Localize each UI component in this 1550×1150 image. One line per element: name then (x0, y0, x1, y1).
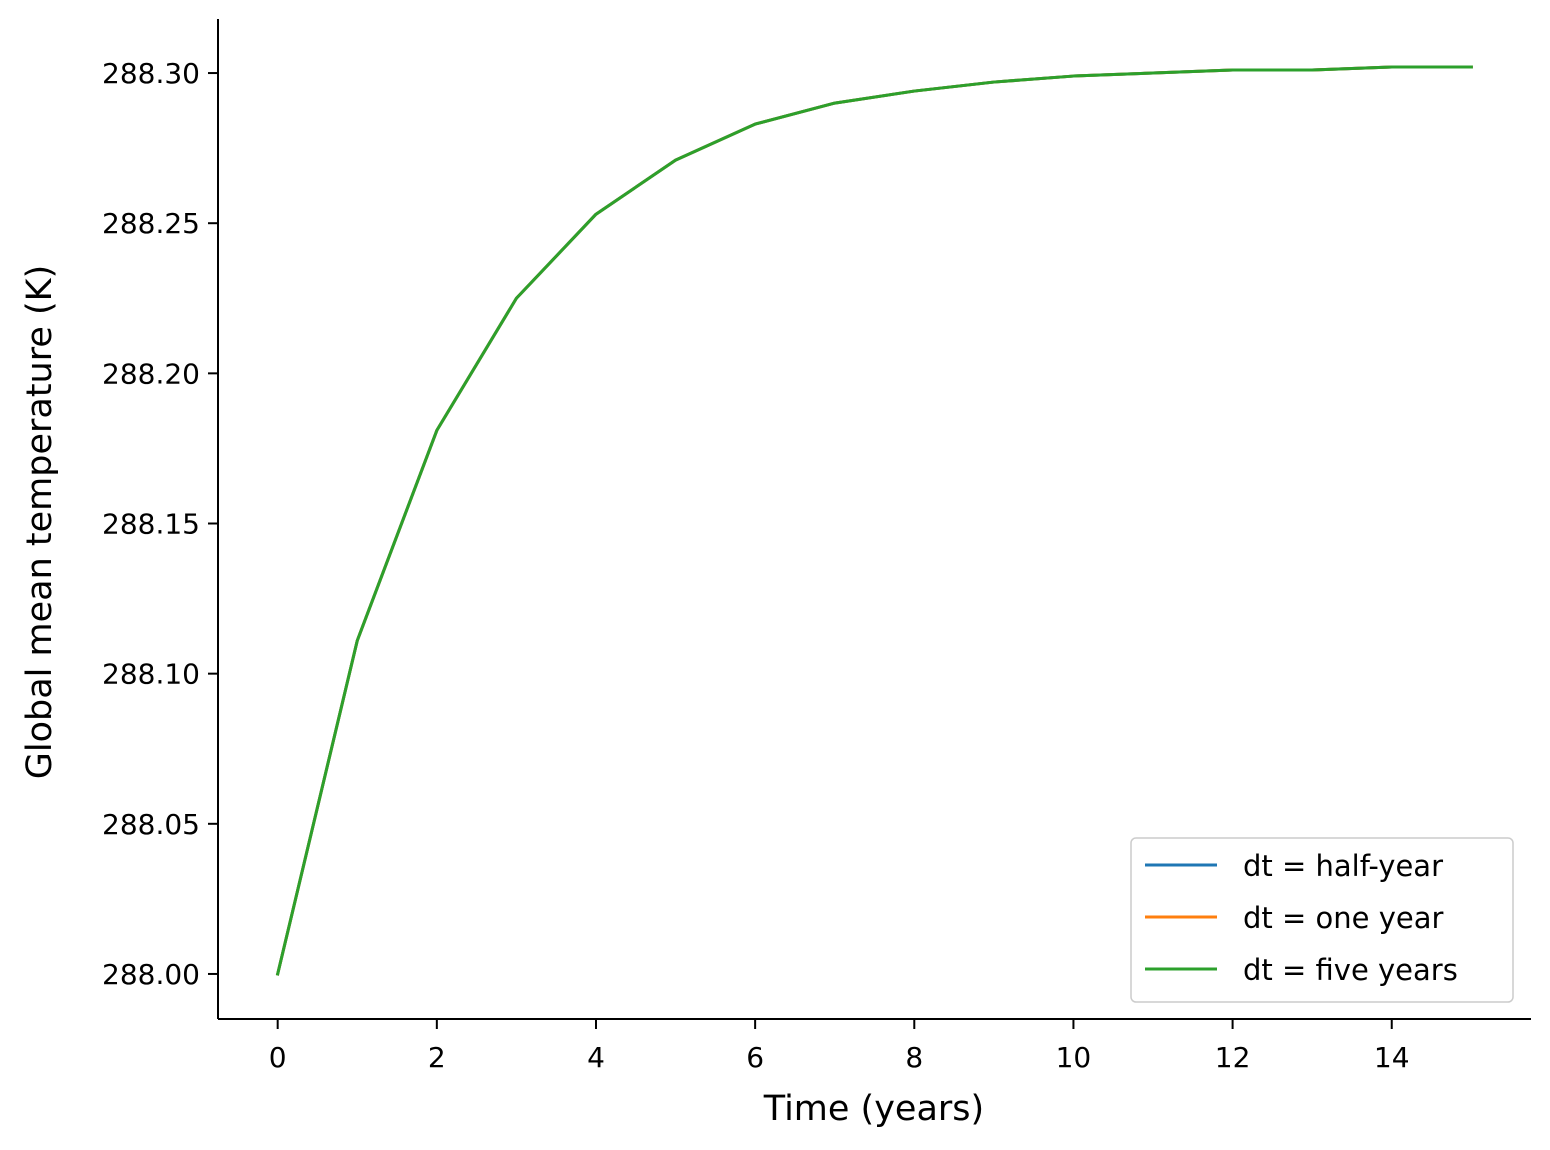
x-tick-label: 10 (1056, 1041, 1092, 1074)
data-point (1470, 66, 1473, 68)
x-axis-ticks: 0 2 4 6 8 10 12 14 (269, 1019, 1410, 1074)
y-tick-label: 288.15 (102, 508, 200, 541)
data-point (1231, 69, 1234, 71)
data-point (515, 297, 518, 300)
y-tick-label: 288.00 (102, 958, 200, 991)
x-tick-label: 4 (587, 1041, 605, 1074)
data-point (1072, 75, 1075, 77)
data-point (1390, 66, 1393, 68)
data-point (1152, 72, 1154, 74)
data-point (276, 973, 279, 975)
legend-label: dt = one year (1243, 901, 1443, 935)
x-axis-title: Time (years) (763, 1089, 984, 1129)
x-tick-label: 14 (1374, 1041, 1410, 1074)
y-tick-label: 288.30 (102, 57, 200, 90)
data-point (993, 81, 995, 83)
legend-box (1130, 837, 1514, 1003)
data-point (595, 213, 597, 215)
series-line-3 (275, 65, 1473, 976)
legend-label: dt = five years (1243, 953, 1458, 987)
series-layer (275, 65, 1473, 976)
y-tick-label: 288.05 (102, 808, 200, 841)
x-tick-label: 0 (269, 1041, 287, 1074)
legend: dt = half-year dt = one year dt = five yea… (1130, 837, 1514, 1003)
y-tick-label: 288.10 (102, 658, 200, 691)
data-point (436, 429, 438, 432)
y-axis-ticks: 288.00 288.05 288.10 288.15 288.20 288.25 288.… (102, 57, 218, 991)
x-tick-label: 8 (905, 1041, 923, 1074)
y-axis-title: Global mean temperature (K) (20, 265, 60, 780)
y-tick-label: 288.25 (102, 207, 200, 240)
data-point (1311, 69, 1313, 71)
x-tick-label: 2 (428, 1041, 446, 1074)
legend-label: dt = half-year (1243, 849, 1443, 883)
data-point (754, 123, 756, 125)
data-point (674, 159, 677, 161)
data-point (833, 102, 836, 104)
data-point (356, 639, 359, 642)
x-tick-label: 6 (746, 1041, 764, 1074)
data-point (913, 90, 916, 92)
y-tick-label: 288.20 (102, 357, 200, 390)
x-tick-label: 12 (1215, 1041, 1251, 1074)
